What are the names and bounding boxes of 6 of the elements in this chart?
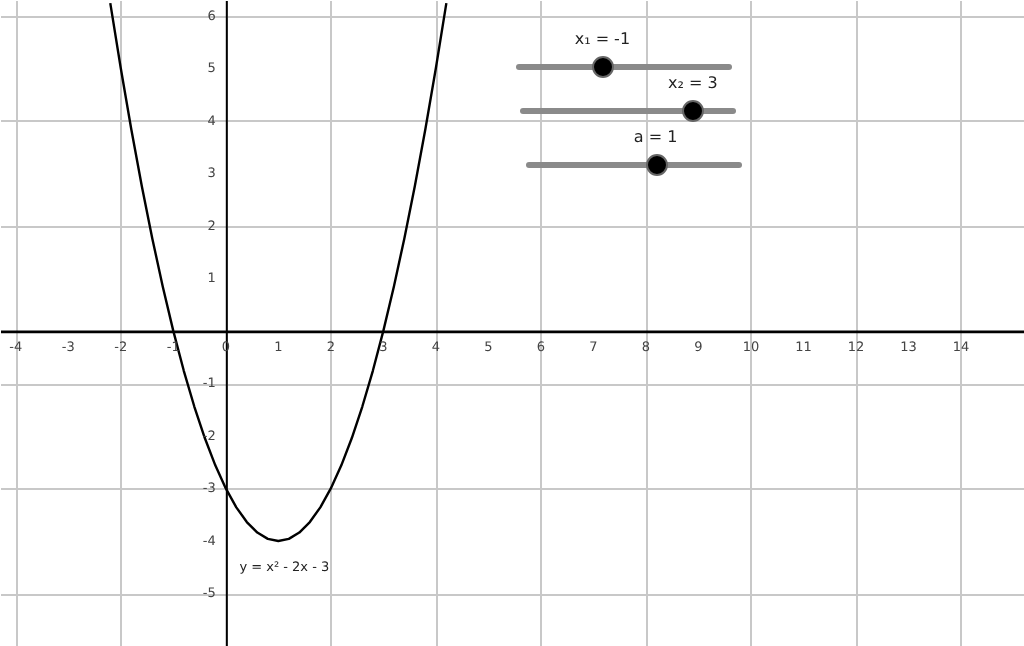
slider: x₁ = -1 (516, 34, 732, 78)
slider: x₂ = 3 (520, 78, 736, 122)
annotation: x₁ = -1 (574, 30, 631, 48)
annotation: a = 1 (633, 128, 678, 146)
slider: a = 1 (526, 132, 742, 176)
annotation: x₂ = 3 (667, 74, 718, 92)
